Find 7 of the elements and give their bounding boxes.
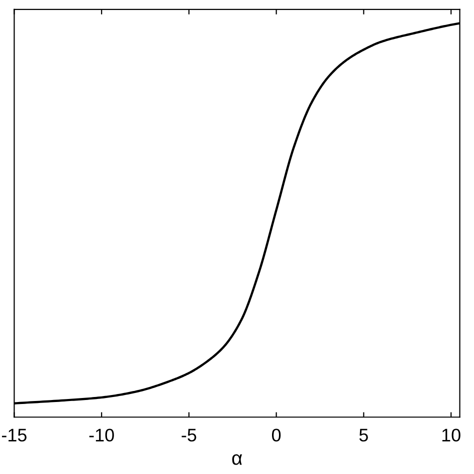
x-axis-title: α — [232, 454, 242, 465]
x-tick-label: 10 — [442, 428, 460, 442]
x-tick-label: -5 — [182, 428, 196, 442]
x-tick-label: 5 — [359, 428, 368, 442]
x-tick-label: 0 — [272, 428, 281, 442]
x-tick-label: -15 — [2, 428, 27, 442]
x-tick-label: -10 — [89, 428, 114, 442]
